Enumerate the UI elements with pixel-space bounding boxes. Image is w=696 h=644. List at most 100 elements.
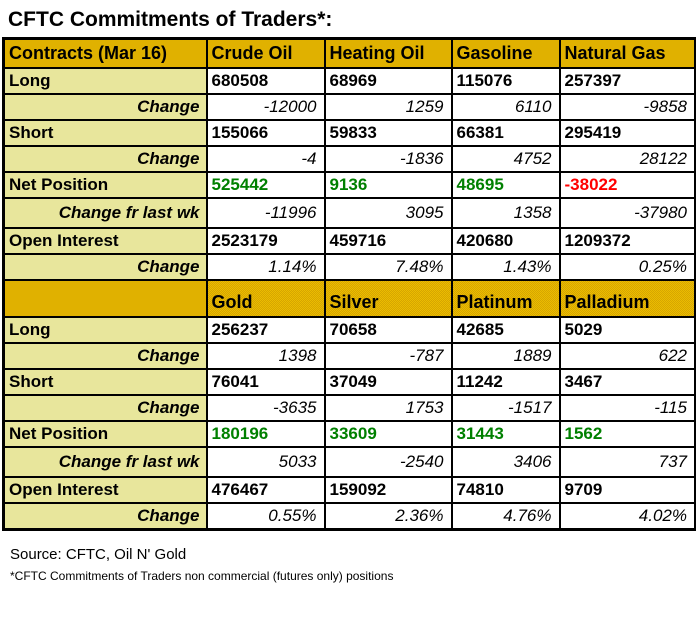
row-label: Change [2,253,208,281]
data-cell: 0.25% [558,253,696,281]
column-header: Silver [323,279,453,318]
column-header: Palladium [558,279,696,318]
column-header: Gold [205,279,326,318]
cot-table: Contracts (Mar 16) Crude Oil Heating Oil Ga… [2,37,696,531]
table-row: Change -4 -1836 4752 28122 [2,145,696,173]
cot-table-body: Contracts (Mar 16) Crude Oil Heating Oil Ga… [2,37,696,531]
table-row: Net Position 525442 9136 48695 -38022 [2,171,696,199]
table-row: Short 155066 59833 66381 295419 [2,119,696,147]
data-cell: 420680 [450,227,561,255]
data-cell: 115076 [450,67,561,95]
table-row: Open Interest 2523179 459716 420680 1209372 [2,227,696,255]
data-cell: 3095 [323,197,453,229]
data-cell: 31443 [450,420,561,448]
data-cell: 5033 [205,446,326,478]
data-cell: 9136 [323,171,453,199]
data-cell: 5029 [558,316,696,344]
data-cell: 3406 [450,446,561,478]
data-cell: 257397 [558,67,696,95]
column-header: Crude Oil [205,37,326,69]
data-cell: 525442 [205,171,326,199]
data-cell: -2540 [323,446,453,478]
data-cell: -11996 [205,197,326,229]
data-cell: 28122 [558,145,696,173]
row-label: Open Interest [2,227,208,255]
table-row: Open Interest 476467 159092 74810 9709 [2,476,696,504]
row-label: Change fr last wk [2,446,208,478]
data-cell: 1209372 [558,227,696,255]
data-cell: 2.36% [323,502,453,531]
data-cell: 459716 [323,227,453,255]
data-cell: 70658 [323,316,453,344]
data-cell: 680508 [205,67,326,95]
row-label: Change [2,93,208,121]
data-cell: 59833 [323,119,453,147]
data-cell: 2523179 [205,227,326,255]
table-row: Change 0.55% 2.36% 4.76% 4.02% [2,502,696,531]
row-label: Change [2,145,208,173]
table-row: Change fr last wk 5033 -2540 3406 737 [2,446,696,478]
data-cell: 256237 [205,316,326,344]
row-label: Open Interest [2,476,208,504]
table-row: Long 680508 68969 115076 257397 [2,67,696,95]
row-label: Net Position [2,420,208,448]
section-title-cell [2,279,208,318]
data-cell: 6110 [450,93,561,121]
table-row: Long 256237 70658 42685 5029 [2,316,696,344]
data-cell: 7.48% [323,253,453,281]
data-cell: 476467 [205,476,326,504]
data-cell: 622 [558,342,696,370]
data-cell: 4.76% [450,502,561,531]
footnote: *CFTC Commitments of Traders non commerc… [10,569,394,583]
data-cell: 1889 [450,342,561,370]
page-title: CFTC Commitments of Traders*: [8,8,333,31]
data-cell: 1358 [450,197,561,229]
data-cell: 42685 [450,316,561,344]
table-row: Net Position 180196 33609 31443 1562 [2,420,696,448]
data-cell: 4752 [450,145,561,173]
source-line: Source: CFTC, Oil N' Gold [10,546,187,563]
column-header: Heating Oil [323,37,453,69]
data-cell: 1259 [323,93,453,121]
data-cell: 180196 [205,420,326,448]
data-cell: 1562 [558,420,696,448]
data-cell: -9858 [558,93,696,121]
row-label: Change fr last wk [2,197,208,229]
data-cell: 74810 [450,476,561,504]
data-cell: -3635 [205,394,326,422]
data-cell: 155066 [205,119,326,147]
column-header: Natural Gas [558,37,696,69]
table-row: Change 1.14% 7.48% 1.43% 0.25% [2,253,696,281]
table-row: Change -3635 1753 -1517 -115 [2,394,696,422]
data-cell: 737 [558,446,696,478]
data-cell: 48695 [450,171,561,199]
metals-header-row: Gold Silver Platinum Palladium [2,279,696,318]
data-cell: 295419 [558,119,696,147]
row-label: Short [2,368,208,396]
energy-header-row: Contracts (Mar 16) Crude Oil Heating Oil Ga… [2,37,696,69]
data-cell: -1836 [323,145,453,173]
data-cell: -1517 [450,394,561,422]
data-cell: 68969 [323,67,453,95]
data-cell: 37049 [323,368,453,396]
data-cell: -4 [205,145,326,173]
data-cell: 1.43% [450,253,561,281]
data-cell: 1398 [205,342,326,370]
table-row: Short 76041 37049 11242 3467 [2,368,696,396]
data-cell: 3467 [558,368,696,396]
data-cell: 11242 [450,368,561,396]
data-cell: 66381 [450,119,561,147]
data-cell: 76041 [205,368,326,396]
data-cell: 1.14% [205,253,326,281]
data-cell: -115 [558,394,696,422]
data-cell: -787 [323,342,453,370]
data-cell: 4.02% [558,502,696,531]
row-label: Long [2,67,208,95]
data-cell: 9709 [558,476,696,504]
data-cell: -12000 [205,93,326,121]
column-header: Gasoline [450,37,561,69]
row-label: Change [2,502,208,531]
data-cell: -38022 [558,171,696,199]
row-label: Short [2,119,208,147]
row-label: Change [2,394,208,422]
